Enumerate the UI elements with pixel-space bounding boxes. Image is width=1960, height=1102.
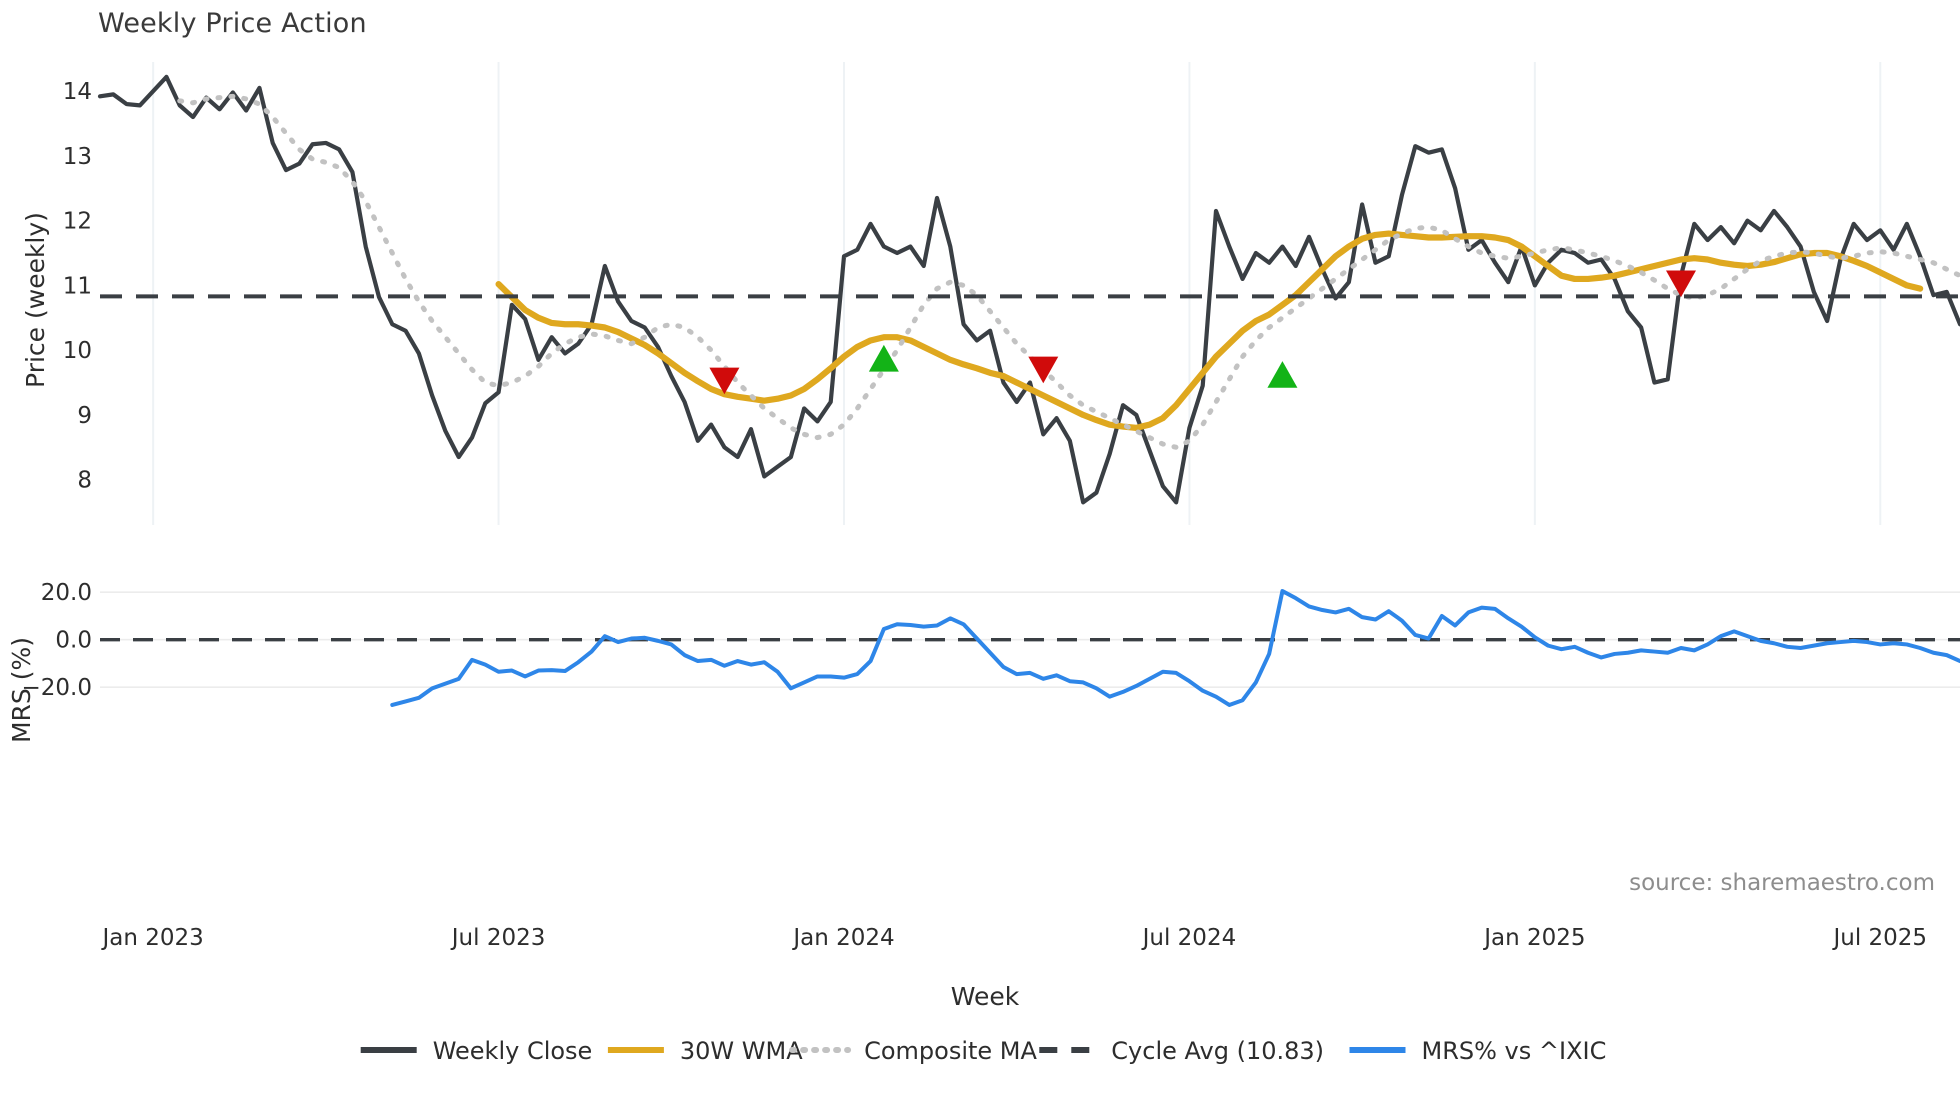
mrs-y-axis-title: MRS (%) <box>7 637 36 743</box>
chart-legend: Weekly Close 30W WMA Composite MA Cycle Avg… <box>360 1037 1607 1065</box>
legend-item[interactable]: Composite MA <box>789 1037 1038 1065</box>
price-series-group <box>97 74 1960 505</box>
legend-label: 30W WMA <box>680 1037 803 1065</box>
legend-label: MRS% vs ^IXIC <box>1422 1037 1607 1065</box>
chart-title: Weekly Price Action <box>98 8 367 39</box>
legend-item[interactable]: 30W WMA <box>607 1037 803 1065</box>
legend-item[interactable]: MRS% vs ^IXIC <box>1349 1037 1607 1065</box>
sell-signal-marker <box>1028 356 1059 384</box>
price-gridlines <box>152 62 1882 525</box>
x-tick-label: Jul 2025 <box>1831 925 1927 951</box>
price-markers-group <box>709 270 1696 395</box>
legend-item[interactable]: Cycle Avg (10.83) <box>1039 1037 1324 1065</box>
x-tick-label: Jul 2023 <box>450 925 546 951</box>
x-axis-title: Week <box>951 982 1020 1011</box>
x-tick-label: Jan 2023 <box>100 925 203 951</box>
price-y-tick-label: 10 <box>63 338 92 364</box>
price-y-tick-label: 9 <box>77 403 92 429</box>
price-y-tick-label: 13 <box>63 144 92 170</box>
mrs-series-group <box>100 589 1960 707</box>
mrs-y-tick-label: 0.0 <box>55 628 92 654</box>
legend-item[interactable]: Weekly Close <box>360 1037 593 1065</box>
legend-label: Cycle Avg (10.83) <box>1111 1037 1324 1065</box>
sell-signal-marker <box>1666 270 1696 298</box>
sell-signal-marker <box>709 367 740 395</box>
x-tick-label: Jan 2025 <box>1482 925 1585 951</box>
x-tick-label: Jul 2024 <box>1141 925 1237 951</box>
axis-ticks-group: 8 9 10 11 12 13 14 20.0 0.0 −20.0 Jan 2023 Jul 2023… <box>22 79 1928 951</box>
price-y-tick-label: 8 <box>77 468 92 494</box>
buy-signal-marker <box>868 344 899 372</box>
price-y-tick-label: 14 <box>63 79 92 105</box>
x-tick-label: Jan 2024 <box>791 925 894 951</box>
price-y-tick-label: 12 <box>63 209 92 235</box>
source-attribution: source: sharemaestro.com <box>1629 870 1935 896</box>
mrs-y-tick-label: −20.0 <box>22 675 92 701</box>
price-y-axis-title: Price (weekly) <box>21 212 50 388</box>
legend-label: Composite MA <box>864 1037 1037 1065</box>
mrs-y-tick-label: 20.0 <box>41 580 92 606</box>
legend-label: Weekly Close <box>433 1037 593 1065</box>
price-y-tick-label: 11 <box>63 273 92 299</box>
buy-signal-marker <box>1267 361 1298 388</box>
